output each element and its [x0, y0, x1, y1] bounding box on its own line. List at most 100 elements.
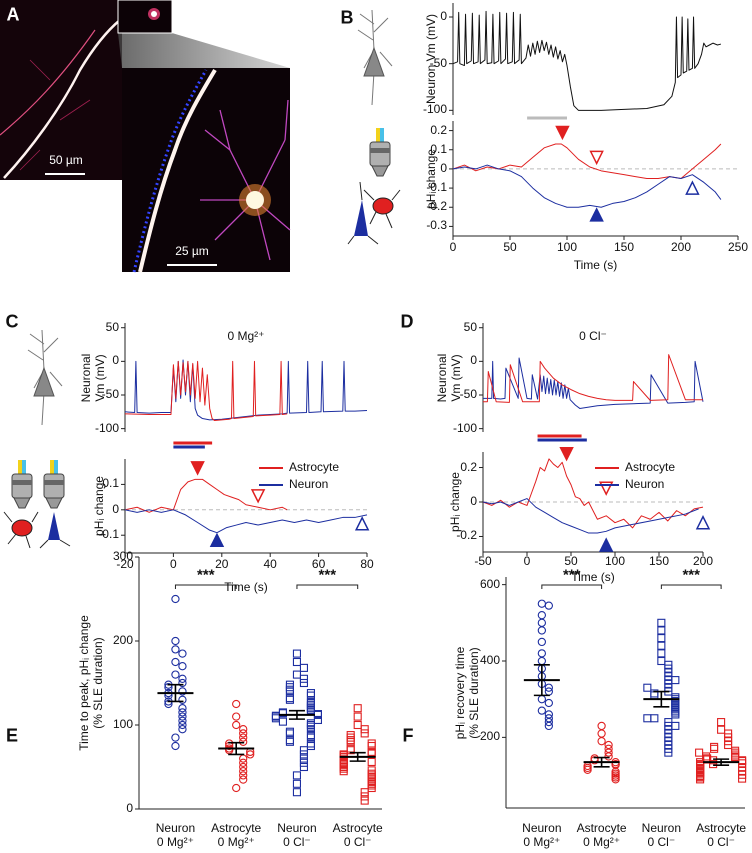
point — [164, 691, 173, 700]
point — [285, 687, 295, 696]
point — [292, 779, 302, 788]
point — [346, 736, 355, 745]
point — [178, 687, 187, 696]
y-axis-label: Neuronal Vm (mV) — [435, 353, 463, 402]
point — [367, 739, 376, 748]
point — [306, 733, 316, 742]
y-tick-label: 600 — [479, 576, 500, 591]
point — [239, 775, 248, 784]
y-tick-label: 400 — [479, 653, 500, 668]
triangle-marker — [695, 515, 711, 530]
point — [178, 704, 187, 713]
point — [299, 762, 309, 772]
y-tick-label: 200 — [479, 729, 500, 744]
micrograph — [0, 0, 291, 273]
category-label: Astrocyte 0 Cl⁻ — [332, 821, 383, 849]
x-tick-label: 150 — [613, 240, 635, 255]
point — [738, 774, 747, 783]
point — [306, 720, 316, 730]
trace — [124, 509, 368, 534]
point — [353, 712, 362, 721]
legend-label: Astrocyte — [289, 460, 340, 475]
point — [178, 674, 187, 683]
error-bar — [167, 683, 184, 703]
triangle-marker — [589, 207, 604, 222]
y-tick-label: -50 — [429, 55, 447, 70]
point — [178, 725, 187, 734]
point — [346, 733, 355, 742]
point — [285, 729, 295, 738]
point — [360, 788, 369, 797]
point — [178, 708, 187, 717]
error-bar — [653, 690, 670, 708]
point — [178, 678, 187, 688]
point — [178, 649, 187, 658]
point — [292, 670, 302, 679]
point — [306, 691, 316, 700]
point — [537, 637, 546, 647]
point — [171, 636, 180, 646]
point — [650, 691, 659, 700]
y-axis-label: Neuronal Vm (mV) — [79, 353, 107, 402]
triangle-marker — [598, 537, 614, 552]
point — [232, 699, 241, 709]
triangle-marker — [555, 125, 570, 141]
y-axis-label: Time to peak, pHᵢ change (% SLE duration… — [77, 615, 105, 751]
point — [239, 754, 248, 763]
point — [544, 721, 553, 731]
point — [583, 765, 592, 774]
neuron-icon — [357, 9, 393, 106]
point — [717, 725, 726, 734]
x-tick-label: 60 — [311, 557, 326, 572]
trace — [482, 498, 699, 534]
y-tick-label: -50 — [459, 387, 477, 402]
panel-label: F — [402, 725, 414, 746]
point — [590, 756, 599, 765]
point — [696, 775, 705, 784]
point — [367, 741, 376, 751]
point — [299, 678, 309, 688]
point — [299, 754, 309, 763]
scale-bar-label: 25 µm — [175, 244, 209, 259]
point — [544, 698, 553, 708]
point — [292, 771, 302, 780]
x-tick-label: 0 — [170, 557, 177, 572]
category-label: Astrocyte 0 Mg²⁺ — [211, 821, 262, 849]
point — [671, 721, 680, 730]
point — [367, 783, 376, 793]
significance-label: *** — [682, 566, 700, 584]
x-axis-label: Time (s) — [571, 570, 615, 585]
y-tick-label: 0 — [440, 9, 447, 24]
point — [597, 729, 606, 738]
point — [292, 788, 302, 797]
significance-bracket — [174, 584, 237, 589]
trace — [124, 359, 368, 421]
point — [178, 712, 187, 721]
point — [360, 729, 369, 738]
scale-bar-label: 50 µm — [49, 153, 83, 168]
y-tick-label: -0.3 — [426, 218, 447, 233]
point — [544, 601, 553, 610]
point — [650, 714, 659, 723]
point — [299, 746, 309, 755]
x-tick-label: 0 — [523, 554, 531, 569]
panel-label: D — [400, 311, 414, 332]
point — [717, 718, 726, 727]
point — [239, 758, 248, 767]
point — [239, 733, 248, 742]
y-tick-label: 0 — [112, 501, 119, 516]
point — [232, 712, 241, 721]
significance-bracket — [660, 584, 722, 589]
x-tick-label: 100 — [604, 554, 626, 569]
point — [657, 649, 666, 658]
point — [292, 657, 302, 667]
x-tick-label: 200 — [670, 240, 692, 255]
point — [171, 733, 180, 742]
legend-label: Neuron — [625, 477, 665, 492]
point — [537, 611, 546, 620]
y-axis-label: pHᵢ recovery time (% SLE duration) — [453, 646, 481, 739]
y-tick-label: -0.2 — [426, 199, 447, 214]
point — [171, 594, 180, 604]
trace — [124, 478, 288, 513]
